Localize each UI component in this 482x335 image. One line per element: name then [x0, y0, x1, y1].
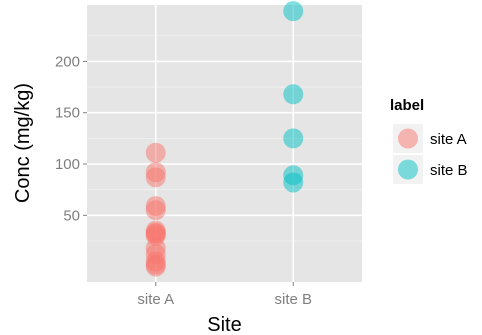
x-tick-label: site A — [137, 291, 174, 308]
legend-label: site A — [430, 131, 467, 148]
y-tick-label: 50 — [63, 207, 80, 224]
y-tick-label: 200 — [55, 53, 80, 70]
legend-label: site B — [430, 162, 468, 179]
data-point — [145, 256, 166, 277]
y-axis-ticks: 50 100 150 200 — [55, 53, 87, 224]
y-axis-title: Conc (mg/kg) — [12, 83, 34, 203]
legend-title: label — [390, 97, 424, 114]
data-point — [283, 172, 304, 193]
data-point — [283, 128, 304, 149]
data-point — [145, 167, 166, 188]
legend-key — [398, 128, 418, 149]
legend: label site A site B — [390, 97, 468, 184]
legend-keys: site A site B — [393, 124, 468, 184]
data-point — [283, 84, 304, 105]
plot-panel — [87, 5, 362, 282]
y-tick-label: 100 — [55, 156, 80, 173]
y-tick-label: 150 — [55, 105, 80, 122]
data-point — [283, 1, 304, 22]
x-axis-ticks: site A site B — [137, 282, 312, 308]
data-point — [145, 142, 166, 163]
x-tick-label: site B — [274, 291, 312, 308]
legend-key — [398, 159, 418, 180]
data-points — [145, 1, 304, 277]
x-axis-title: Site — [207, 314, 241, 335]
minor-gridlines — [87, 35, 362, 242]
data-point — [145, 200, 166, 221]
